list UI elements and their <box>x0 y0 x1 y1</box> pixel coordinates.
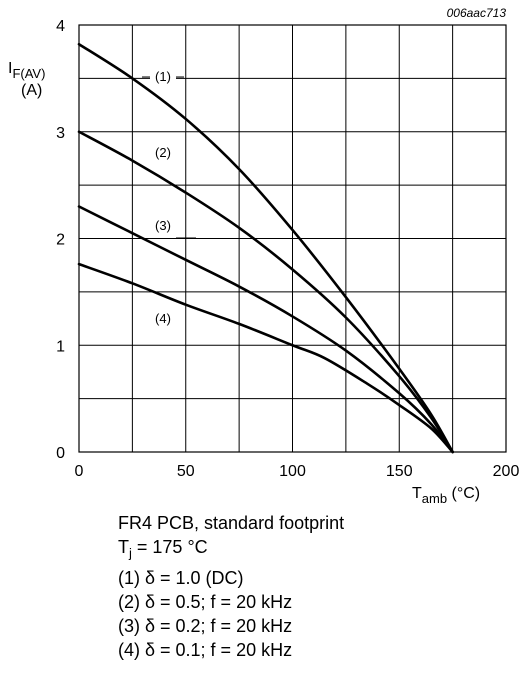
x-tick-label: 0 <box>75 463 84 480</box>
test-conditions: FR4 PCB, standard footprint Tj = 175 °C … <box>118 511 344 662</box>
condition-curve-1: (1) δ = 1.0 (DC) <box>118 567 244 588</box>
condition-curve-4: (4) δ = 0.1; f = 20 kHz <box>118 639 293 660</box>
x-axis-unit: (°C) <box>447 485 480 502</box>
y-axis-unit: (A) <box>21 82 42 99</box>
tj-symbol: T <box>118 537 129 557</box>
curve-label-background <box>150 145 176 161</box>
x-axis-symbol: T <box>412 485 422 502</box>
x-axis-subscript: amb <box>422 491 447 505</box>
x-tick-label: 100 <box>279 463 306 480</box>
x-tick-label: 150 <box>386 463 413 480</box>
curve-label-background <box>150 311 176 327</box>
tj-value: = 175 °C <box>131 537 208 557</box>
condition-curve-2: (2) δ = 0.5; f = 20 kHz <box>118 591 293 612</box>
curve-label-2: (2) <box>155 145 171 160</box>
curve-label-4: (4) <box>155 311 171 326</box>
x-axis-title: Tamb (°C) <box>412 485 480 505</box>
curve-label-background <box>150 218 176 234</box>
y-tick-label: 3 <box>56 125 65 142</box>
y-tick-label: 2 <box>56 232 65 249</box>
y-axis-subscript: F(AV) <box>12 66 45 81</box>
tick-labels: 0 50 100 150 200 0 1 2 3 4 <box>56 18 519 480</box>
condition-junction-temp: Tj = 175 °C <box>118 535 344 566</box>
curve-labels: (1) (2) (3) (4) <box>142 69 196 327</box>
curve-label-background <box>150 69 176 85</box>
derating-chart: 0 50 100 150 200 0 1 2 3 4 006aac713 IF(AV) (A) T… <box>8 6 519 505</box>
x-tick-label: 50 <box>177 463 195 480</box>
reference-code: 006aac713 <box>447 6 507 20</box>
curve-label-3: (3) <box>155 218 171 233</box>
y-tick-label: 4 <box>56 18 65 35</box>
curve-1 <box>77 42 454 454</box>
y-tick-label: 1 <box>56 338 65 355</box>
curve-label-1: (1) <box>155 69 171 84</box>
plot-frame <box>78 24 507 453</box>
condition-curve-3: (3) δ = 0.2; f = 20 kHz <box>118 615 293 636</box>
x-tick-label: 200 <box>493 463 520 480</box>
curve-2 <box>77 130 454 454</box>
curves <box>77 42 454 454</box>
curve-4 <box>77 262 454 454</box>
tj-subscript: j <box>129 545 132 561</box>
y-tick-label: 0 <box>56 445 65 462</box>
y-axis-symbol: I <box>8 60 12 77</box>
condition-board: FR4 PCB, standard footprint <box>118 513 345 533</box>
curve-3 <box>77 205 454 454</box>
grid <box>78 24 507 453</box>
y-axis-title: IF(AV) <box>8 60 45 81</box>
